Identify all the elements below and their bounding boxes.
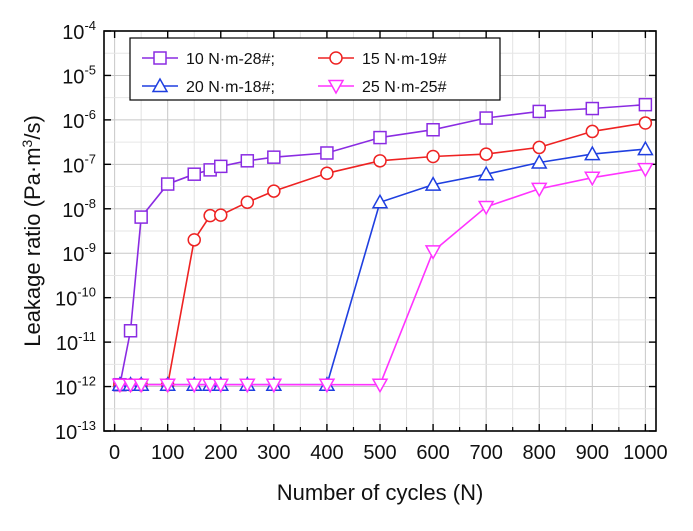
x-tick-label: 900 [576, 442, 609, 464]
data-point [320, 166, 334, 181]
data-point [426, 149, 440, 164]
series-group [111, 97, 654, 394]
legend-item-1: 10 N·m-28#; [142, 51, 275, 68]
data-point [212, 378, 230, 394]
y-axis-title: Leakage ratio (Pa·m3/s) [19, 115, 45, 347]
series-line [119, 103, 646, 385]
data-point [132, 378, 150, 394]
data-point [134, 210, 148, 224]
legend-item-2: 15 N·m-19# [318, 51, 447, 68]
legend-box [129, 37, 501, 101]
y-axis-title-tail: /s) [20, 115, 45, 139]
data-point [479, 147, 493, 161]
data-point [185, 378, 203, 394]
legend-label: 20 N·m-18#; [186, 79, 275, 96]
data-point [240, 195, 255, 210]
y-tick-label: 10-4 [62, 18, 96, 44]
series-4 [111, 162, 654, 394]
y-tick-label: 10-9 [62, 240, 96, 266]
data-point [585, 101, 600, 116]
x-tick-label: 400 [310, 442, 343, 464]
data-point [214, 159, 228, 174]
x-tick-label: 0 [109, 442, 120, 464]
x-tick-label: 200 [204, 442, 237, 464]
data-point [371, 193, 389, 209]
data-point [267, 184, 281, 198]
y-tick-label: 10-6 [62, 107, 96, 133]
data-point [240, 154, 255, 168]
legend-item-4: 25 N·m-25# [318, 79, 447, 96]
axis-ticks: 0 100 200 300 400 500 600 700 800 900 1000 10-13 10-… [55, 18, 668, 464]
legend: 10 N·m-28#; 15 N·m-19# 20 N·m-18#; 25 N·m-2… [129, 37, 501, 101]
y-tick-label: 10-5 [62, 62, 96, 88]
data-point [214, 208, 228, 222]
legend-marker [327, 79, 345, 95]
data-point [477, 200, 495, 216]
x-tick-label: 600 [416, 442, 449, 464]
series-line [119, 168, 646, 386]
data-point [187, 233, 201, 247]
x-tick-label: 1000 [623, 442, 668, 464]
y-axis-title-main: Leakage ratio (Pa·m [20, 147, 45, 346]
data-point [477, 165, 495, 181]
legend-label: 25 N·m-25# [362, 79, 447, 96]
data-point [160, 177, 175, 191]
legend-marker [151, 77, 169, 93]
data-point [122, 378, 139, 394]
data-point [373, 154, 387, 168]
data-point [479, 111, 493, 125]
data-point [584, 171, 601, 187]
data-point [637, 140, 654, 156]
data-point [318, 378, 336, 394]
y-tick-label: 10-11 [56, 329, 96, 355]
x-tick-label: 800 [523, 442, 556, 464]
data-point [373, 130, 387, 145]
y-tick-label: 10-8 [62, 196, 96, 222]
legend-item-3: 20 N·m-18#; [142, 77, 275, 96]
data-point [265, 378, 283, 394]
data-point [638, 97, 653, 112]
data-point [239, 378, 256, 394]
data-point [187, 167, 201, 181]
data-point [371, 378, 389, 394]
data-point [637, 162, 654, 178]
data-point [424, 176, 442, 191]
data-point [638, 116, 653, 130]
x-tick-label: 300 [257, 442, 290, 464]
series-line [119, 148, 646, 386]
data-point [585, 124, 600, 139]
data-point [530, 182, 548, 198]
x-axis-title: Number of cycles (N) [277, 480, 484, 505]
y-tick-label: 10-7 [62, 151, 96, 177]
legend-label: 10 N·m-28#; [186, 51, 275, 68]
y-axis-title-sup: 3 [19, 139, 35, 147]
legend-label: 15 N·m-19# [362, 51, 447, 68]
data-point [532, 140, 546, 155]
y-tick-label: 10-10 [55, 285, 96, 311]
data-point [111, 378, 129, 394]
data-point [201, 378, 219, 394]
data-point [123, 324, 138, 338]
data-point [424, 245, 442, 260]
x-tick-label: 700 [469, 442, 502, 464]
data-point [159, 378, 176, 394]
legend-marker [329, 51, 343, 65]
data-point [532, 104, 546, 119]
data-point [530, 153, 548, 169]
y-tick-label: 10-13 [55, 418, 96, 444]
x-tick-label: 100 [151, 442, 184, 464]
data-point [267, 150, 281, 164]
legend-marker [153, 51, 167, 65]
data-point [426, 122, 440, 137]
x-tick-label: 500 [363, 442, 396, 464]
data-point [320, 146, 334, 160]
y-tick-label: 10-12 [55, 374, 96, 400]
data-point [584, 145, 601, 161]
